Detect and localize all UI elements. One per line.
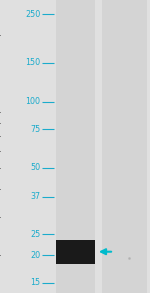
Text: 150: 150 (25, 59, 40, 67)
Text: 25: 25 (30, 230, 40, 239)
Text: 75: 75 (30, 125, 40, 134)
Text: 15: 15 (30, 278, 40, 287)
Bar (56, 240, 94, 264)
Text: 20: 20 (30, 251, 40, 260)
Bar (102, 0, 147, 293)
Text: 37: 37 (30, 192, 40, 201)
Text: 100: 100 (26, 97, 40, 106)
Text: 50: 50 (30, 163, 40, 172)
Text: 250: 250 (25, 10, 40, 19)
Bar (56, 0, 94, 293)
